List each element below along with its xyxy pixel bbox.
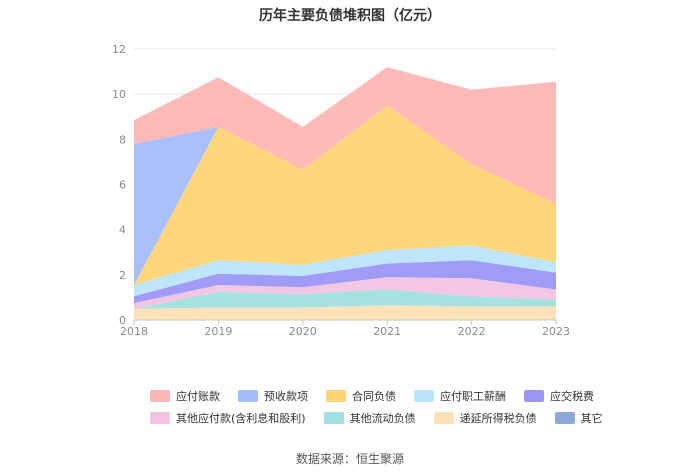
legend-item[interactable]: 其他流动负债	[323, 410, 416, 426]
y-tick-label: 8	[119, 133, 126, 146]
legend-swatch	[326, 390, 346, 402]
area-4	[134, 260, 556, 304]
legend-item[interactable]: 应付职工薪酬	[414, 388, 506, 404]
x-tick-label: 2018	[120, 325, 148, 338]
stacked-area-chart: 0 2 4 6 8 10 12 2018 2019 2020 2021 2022 2023	[112, 43, 570, 338]
legend-item[interactable]: 预收款项	[238, 388, 308, 404]
legend-item[interactable]: 其它	[554, 410, 603, 426]
axes: 0 2 4 6 8 10 12 2018 2019 2020 2021 2022 2023	[112, 43, 570, 338]
legend-label: 其他应付款(含利息和股利)	[176, 412, 306, 425]
area-6	[134, 289, 556, 309]
data-source-note: 数据来源：恒生聚源	[295, 452, 404, 466]
legend-label: 应交税费	[550, 390, 594, 403]
legend-item[interactable]: 其他应付款(含利息和股利)	[150, 410, 306, 426]
legend-swatch	[238, 390, 258, 402]
legend-item[interactable]: 应交税费	[524, 388, 594, 404]
legend-swatch	[323, 412, 344, 424]
y-tick-label: 6	[119, 179, 126, 192]
area-3	[134, 245, 556, 297]
y-tick-label: 12	[112, 43, 126, 56]
legend-label: 递延所得税负债	[459, 412, 537, 425]
y-tick-label: 0	[119, 314, 126, 327]
legend-swatch	[433, 412, 454, 424]
area-series	[134, 67, 556, 320]
legend-label: 合同负债	[352, 390, 396, 403]
legend-item[interactable]: 合同负债	[326, 388, 396, 404]
chart-title: 历年主要负债堆积图（亿元）	[259, 8, 441, 24]
legend-row: 应付账款 预收款项 合同负债 应付职工薪酬 应交税费	[150, 385, 610, 407]
legend-row: 其他应付款(含利息和股利) 其他流动负债 递延所得税负债 其它	[150, 407, 610, 429]
area-7	[134, 305, 556, 320]
legend-swatch	[414, 390, 434, 402]
legend-item[interactable]: 递延所得税负债	[433, 410, 537, 426]
legend-swatch	[150, 390, 170, 402]
area-5	[134, 277, 556, 309]
legend: 应付账款 预收款项 合同负债 应付职工薪酬 应交税费 其他应付款(含利息和股利) 其他流动…	[150, 385, 610, 429]
x-tick-label: 2022	[458, 325, 486, 338]
legend-swatch	[150, 412, 170, 424]
legend-item[interactable]: 应付账款	[150, 388, 220, 404]
y-tick-label: 2	[119, 269, 126, 282]
y-tick-label: 10	[112, 88, 126, 101]
x-tick-label: 2023	[542, 325, 570, 338]
legend-label: 应付职工薪酬	[440, 390, 506, 403]
legend-swatch	[554, 412, 575, 424]
area-0	[134, 67, 556, 204]
area-2	[134, 105, 556, 285]
legend-label: 其他流动负债	[349, 412, 416, 425]
x-tick-label: 2019	[204, 325, 232, 338]
legend-label: 预收款项	[264, 390, 308, 403]
legend-label: 其它	[580, 412, 603, 425]
legend-swatch	[524, 390, 544, 402]
x-tick-label: 2020	[289, 325, 317, 338]
x-tick-label: 2021	[373, 325, 401, 338]
legend-label: 应付账款	[176, 390, 220, 403]
y-tick-label: 4	[119, 224, 126, 237]
